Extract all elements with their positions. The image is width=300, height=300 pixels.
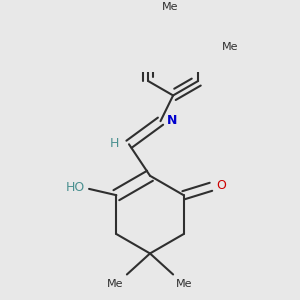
Text: O: O — [216, 179, 226, 192]
Text: Me: Me — [107, 279, 124, 289]
Text: Me: Me — [176, 279, 193, 289]
Text: Me: Me — [162, 2, 178, 13]
Text: Me: Me — [222, 42, 239, 52]
Text: H: H — [110, 137, 120, 150]
Text: N: N — [167, 114, 177, 127]
Text: HO: HO — [66, 181, 85, 194]
